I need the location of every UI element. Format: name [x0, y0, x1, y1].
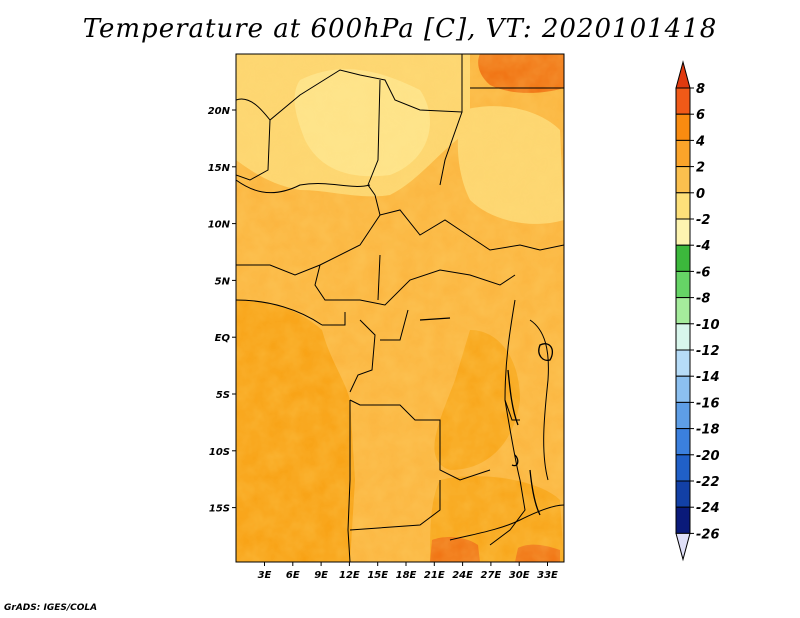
- colorbar-swatch: [675, 349, 691, 377]
- colorbar-label: -24: [696, 501, 720, 516]
- lat-tick-label: 5S: [216, 390, 230, 401]
- colorbar-label: -8: [696, 292, 710, 307]
- colorbar-swatch: [675, 244, 691, 272]
- colorbar-label: -22: [696, 475, 720, 490]
- map-panel: [236, 54, 564, 562]
- colorbar-label: -12: [696, 344, 720, 359]
- lat-tick-label: EQ: [215, 333, 231, 344]
- lon-tick-label: 24E: [452, 570, 473, 581]
- colorbar-label: -14: [696, 370, 720, 385]
- lat-tick-label: 5N: [215, 276, 231, 287]
- colorbar-swatch: [675, 139, 691, 168]
- colorbar-label: -4: [696, 239, 710, 254]
- colorbar-swatch: [675, 375, 691, 403]
- colorbar-label: -16: [696, 396, 720, 411]
- lon-tick-label: 33E: [537, 570, 558, 581]
- lon-tick-label: 3E: [258, 570, 272, 581]
- lon-tick-label: 12E: [339, 570, 360, 581]
- colorbar-swatch: [675, 270, 691, 299]
- colorbar-label: 8: [696, 82, 705, 97]
- temperature-field-texture: [236, 54, 564, 562]
- lon-tick-label: 18E: [396, 570, 417, 581]
- colorbar-swatch: [675, 454, 691, 482]
- lon-tick-label: 27E: [481, 570, 502, 581]
- latitude-axis: 20N 15N 10N 5N EQ 5S 10S 15S: [208, 106, 236, 515]
- lon-tick-label: 21E: [424, 570, 445, 581]
- colorbar-swatch: [675, 480, 691, 508]
- colorbar-swatch: [675, 192, 691, 220]
- colorbar-label: 4: [695, 134, 705, 149]
- colorbar-swatch: [675, 166, 691, 194]
- lat-tick-label: 10S: [209, 447, 230, 458]
- country-borders: [236, 54, 564, 562]
- longitude-axis: 3E 6E 9E 12E 15E 18E 21E 24E 27E 30E 33E: [258, 562, 558, 581]
- lat-tick-label: 15S: [209, 504, 230, 515]
- lat-tick-label: 10N: [208, 220, 231, 231]
- colorbar: 8 6 4 2 0 -2 -4 -6 -8 -10 -12 -14 -16 -18 -20 -22 -24 -26: [675, 60, 720, 562]
- colorbar-label: -20: [696, 449, 720, 464]
- colorbar-label: -6: [696, 265, 710, 280]
- colorbar-swatch: [675, 428, 691, 456]
- colorbar-swatch: [675, 506, 691, 534]
- map-frame: [235, 53, 565, 563]
- colorbar-bottom-arrow: [675, 532, 691, 562]
- colorbar-swatch: [675, 113, 691, 141]
- lon-tick-label: 30E: [509, 570, 530, 581]
- lat-tick-label: 15N: [208, 163, 231, 174]
- lon-tick-label: 6E: [286, 570, 300, 581]
- lon-tick-label: 15E: [367, 570, 388, 581]
- colorbar-label: 2: [696, 161, 705, 176]
- colorbar-swatch: [675, 401, 691, 430]
- colorbar-swatch: [675, 87, 691, 115]
- colorbar-swatch: [675, 218, 691, 246]
- colorbar-label: 6: [696, 108, 705, 123]
- lakes: [419, 317, 554, 516]
- colorbar-label: -2: [696, 213, 710, 228]
- colorbar-label: -10: [696, 318, 720, 333]
- colorbar-label: 0: [696, 187, 705, 202]
- colorbar-label: -26: [696, 527, 720, 542]
- colorbar-swatch: [675, 297, 691, 325]
- colorbar-label: -18: [696, 423, 720, 438]
- colorbar-swatch: [675, 323, 691, 351]
- lat-tick-label: 20N: [208, 106, 231, 117]
- colorbar-top-arrow: [675, 60, 691, 89]
- credit-text: GrADS: IGES/COLA: [4, 603, 98, 613]
- chart-title: Temperature at 600hPa [C], VT: 202010141…: [82, 14, 718, 44]
- lon-tick-label: 9E: [314, 570, 328, 581]
